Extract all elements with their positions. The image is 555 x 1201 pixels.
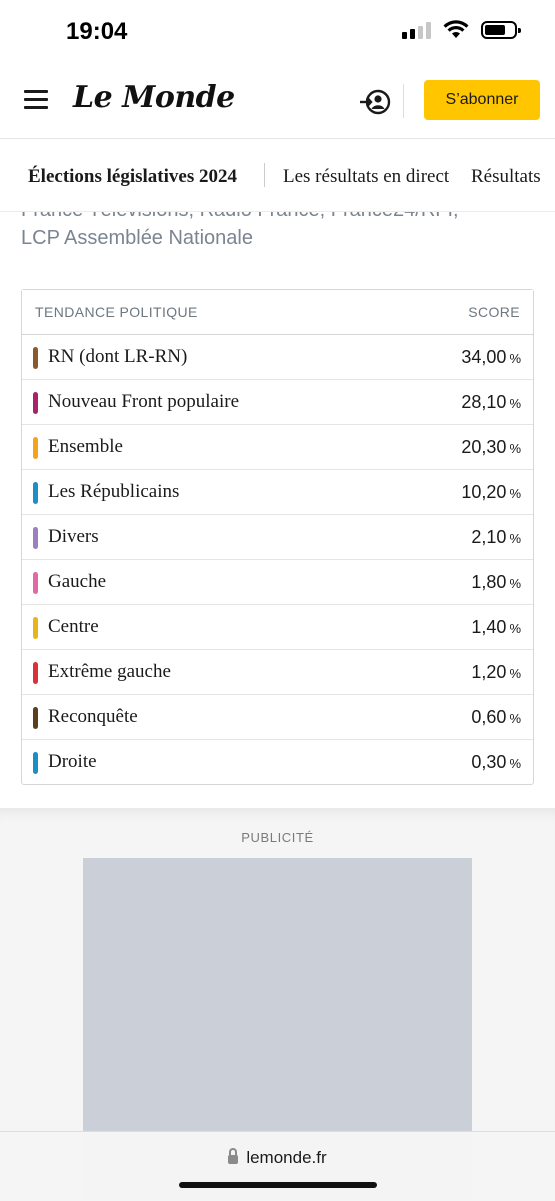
percent-unit: % [509, 351, 521, 366]
lock-icon [228, 1148, 239, 1164]
party-score: 1,20% [471, 662, 521, 683]
party-score: 1,80% [471, 572, 521, 593]
percent-unit: % [509, 756, 521, 771]
ad-label: PUBLICITÉ [241, 830, 314, 845]
subnav-item-results[interactable]: Résultats [471, 166, 541, 187]
party-score: 1,40% [471, 617, 521, 638]
subnav-item-live-results[interactable]: Les résultats en direct [283, 166, 450, 187]
status-time: 19:04 [66, 18, 128, 45]
result-row: Nouveau Front populaire 28,10% [22, 380, 533, 425]
party-color-swatch [33, 527, 38, 549]
party-score-value: 0,60 [471, 707, 507, 727]
account-login-icon[interactable] [360, 86, 392, 118]
result-row: Gauche 1,80% [22, 560, 533, 605]
party-color-swatch [33, 482, 38, 504]
header-divider [403, 84, 404, 118]
party-score: 2,10% [471, 527, 521, 548]
url-display[interactable]: lemonde.fr [0, 1148, 555, 1168]
party-score-value: 20,30 [461, 437, 507, 457]
party-name: Extrême gauche [48, 661, 171, 682]
party-score-value: 1,20 [471, 662, 507, 682]
party-score: 28,10% [461, 392, 521, 413]
source-credits: France Télévisions, Radio France, France… [21, 212, 459, 252]
article-content: France Télévisions, Radio France, France… [0, 212, 555, 808]
home-indicator[interactable] [179, 1182, 377, 1188]
browser-url-bar[interactable]: lemonde.fr [0, 1131, 555, 1201]
party-score: 0,60% [471, 707, 521, 728]
status-icons [402, 20, 521, 39]
source-credits-line-1: France Télévisions, Radio France, France… [21, 212, 459, 224]
results-table-header: TENDANCE POLITIQUE SCORE [22, 290, 533, 335]
result-row: Ensemble 20,30% [22, 425, 533, 470]
percent-unit: % [509, 531, 521, 546]
party-score-value: 0,30 [471, 752, 507, 772]
party-name: Divers [48, 526, 99, 547]
percent-unit: % [509, 396, 521, 411]
party-color-swatch [33, 662, 38, 684]
party-score-value: 2,10 [471, 527, 507, 547]
hamburger-menu-icon[interactable] [24, 90, 48, 110]
result-row: RN (dont LR-RN) 34,00% [22, 335, 533, 380]
source-credits-line-2: LCP Assemblée Nationale [21, 227, 253, 249]
percent-unit: % [509, 486, 521, 501]
party-color-swatch [33, 347, 38, 369]
site-header: Le Monde S’abonner [0, 64, 555, 139]
percent-unit: % [509, 666, 521, 681]
party-name: Nouveau Front populaire [48, 391, 240, 412]
party-name: Centre [48, 616, 99, 637]
party-score-value: 1,80 [471, 572, 507, 592]
party-color-swatch [33, 617, 38, 639]
party-color-swatch [33, 752, 38, 774]
party-score-value: 28,10 [461, 392, 507, 412]
party-color-swatch [33, 437, 38, 459]
percent-unit: % [509, 711, 521, 726]
subscribe-button[interactable]: S’abonner [424, 80, 540, 120]
party-name: Gauche [48, 571, 107, 592]
percent-unit: % [509, 441, 521, 456]
subnav-divider [264, 163, 265, 187]
cellular-signal-icon [402, 21, 431, 39]
result-row: Divers 2,10% [22, 515, 533, 560]
party-name: Ensemble [48, 436, 123, 457]
status-bar: 19:04 [0, 0, 555, 64]
party-score: 20,30% [461, 437, 521, 458]
party-color-swatch [33, 572, 38, 594]
party-score-value: 34,00 [461, 347, 507, 367]
party-name: Les Républicains [48, 481, 180, 502]
party-name: RN (dont LR-RN) [48, 346, 188, 367]
party-score: 0,30% [471, 752, 521, 773]
le-monde-logo[interactable]: Le Monde [73, 80, 235, 115]
party-name: Reconquête [48, 706, 138, 727]
party-name: Droite [48, 751, 97, 772]
results-table: TENDANCE POLITIQUE SCORE RN (dont LR-RN)… [21, 289, 534, 785]
party-score: 34,00% [461, 347, 521, 368]
result-row: Centre 1,40% [22, 605, 533, 650]
result-row: Extrême gauche 1,20% [22, 650, 533, 695]
party-color-swatch [33, 707, 38, 729]
result-row: Reconquête 0,60% [22, 695, 533, 740]
party-color-swatch [33, 392, 38, 414]
section-subnav: Élections législatives 2024 Les résultat… [0, 139, 555, 212]
battery-icon [481, 20, 521, 39]
url-text: lemonde.fr [246, 1148, 327, 1167]
result-row: Les Républicains 10,20% [22, 470, 533, 515]
party-score: 10,20% [461, 482, 521, 503]
subnav-item-elections[interactable]: Élections législatives 2024 [28, 166, 237, 187]
wifi-icon [443, 20, 469, 38]
percent-unit: % [509, 576, 521, 591]
column-header-party: TENDANCE POLITIQUE [35, 304, 198, 320]
result-row: Droite 0,30% [22, 740, 533, 784]
party-score-value: 10,20 [461, 482, 507, 502]
party-score-value: 1,40 [471, 617, 507, 637]
results-table-body: RN (dont LR-RN) 34,00% Nouveau Front popul… [22, 335, 533, 784]
column-header-score: SCORE [468, 304, 520, 320]
percent-unit: % [509, 621, 521, 636]
